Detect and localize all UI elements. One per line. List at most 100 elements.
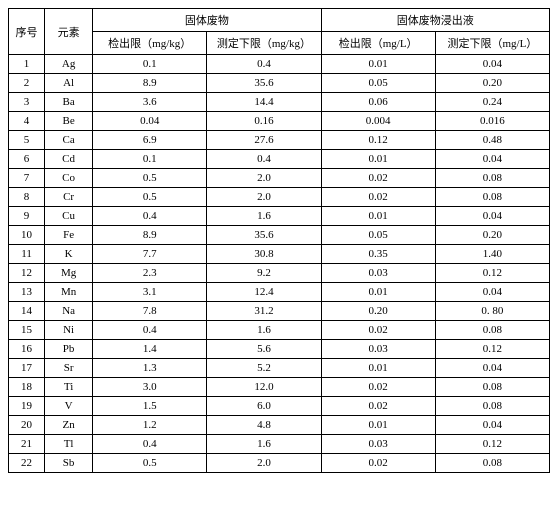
cell-b: 0.16 [207, 112, 321, 131]
cell-a: 0.1 [93, 55, 207, 74]
cell-n: 8 [9, 188, 45, 207]
cell-d: 0.08 [435, 454, 549, 473]
header-low-limit-kg: 测定下限（mg/kg） [207, 32, 321, 55]
cell-a: 0.04 [93, 112, 207, 131]
cell-a: 8.9 [93, 226, 207, 245]
cell-d: 0.20 [435, 74, 549, 93]
cell-b: 30.8 [207, 245, 321, 264]
cell-a: 1.3 [93, 359, 207, 378]
cell-b: 1.6 [207, 321, 321, 340]
cell-el: Ca [45, 131, 93, 150]
table-row: 4Be0.040.160.0040.016 [9, 112, 550, 131]
cell-n: 14 [9, 302, 45, 321]
detection-limits-table: 序号 元素 固体废物 固体废物浸出液 检出限（mg/kg） 测定下限（mg/kg… [8, 8, 550, 473]
cell-n: 20 [9, 416, 45, 435]
header-det-limit-kg: 检出限（mg/kg） [93, 32, 207, 55]
cell-el: Ti [45, 378, 93, 397]
cell-b: 9.2 [207, 264, 321, 283]
cell-d: 0.48 [435, 131, 549, 150]
cell-el: Cr [45, 188, 93, 207]
table-row: 2Al8.935.60.050.20 [9, 74, 550, 93]
cell-d: 0.04 [435, 207, 549, 226]
cell-el: Cu [45, 207, 93, 226]
table-row: 19V1.56.00.020.08 [9, 397, 550, 416]
cell-b: 2.0 [207, 169, 321, 188]
header-element: 元素 [45, 9, 93, 55]
cell-c: 0.02 [321, 378, 435, 397]
cell-n: 16 [9, 340, 45, 359]
cell-b: 14.4 [207, 93, 321, 112]
cell-b: 12.0 [207, 378, 321, 397]
cell-el: Pb [45, 340, 93, 359]
cell-d: 1.40 [435, 245, 549, 264]
cell-b: 5.6 [207, 340, 321, 359]
cell-d: 0.08 [435, 169, 549, 188]
cell-d: 0.016 [435, 112, 549, 131]
cell-c: 0.12 [321, 131, 435, 150]
cell-a: 0.4 [93, 207, 207, 226]
cell-c: 0.03 [321, 340, 435, 359]
table-row: 15Ni0.41.60.020.08 [9, 321, 550, 340]
table-body: 1Ag0.10.40.010.042Al8.935.60.050.203Ba3.… [9, 55, 550, 473]
cell-n: 6 [9, 150, 45, 169]
cell-el: V [45, 397, 93, 416]
cell-d: 0.12 [435, 340, 549, 359]
cell-c: 0.01 [321, 150, 435, 169]
table-row: 9Cu0.41.60.010.04 [9, 207, 550, 226]
cell-a: 1.5 [93, 397, 207, 416]
cell-c: 0.02 [321, 321, 435, 340]
cell-c: 0.01 [321, 55, 435, 74]
cell-el: Ba [45, 93, 93, 112]
cell-b: 35.6 [207, 226, 321, 245]
table-row: 6Cd0.10.40.010.04 [9, 150, 550, 169]
cell-b: 2.0 [207, 188, 321, 207]
cell-el: Na [45, 302, 93, 321]
table-row: 12Mg2.39.20.030.12 [9, 264, 550, 283]
cell-n: 11 [9, 245, 45, 264]
table-row: 20Zn1.24.80.010.04 [9, 416, 550, 435]
cell-d: 0.04 [435, 150, 549, 169]
header-index: 序号 [9, 9, 45, 55]
cell-b: 12.4 [207, 283, 321, 302]
table-row: 11K7.730.80.351.40 [9, 245, 550, 264]
cell-n: 15 [9, 321, 45, 340]
cell-a: 0.1 [93, 150, 207, 169]
cell-b: 27.6 [207, 131, 321, 150]
header-solid-waste: 固体废物 [93, 9, 321, 32]
cell-c: 0.01 [321, 207, 435, 226]
cell-d: 0.12 [435, 435, 549, 454]
cell-el: Be [45, 112, 93, 131]
cell-a: 3.6 [93, 93, 207, 112]
cell-el: Zn [45, 416, 93, 435]
cell-c: 0.35 [321, 245, 435, 264]
cell-el: Mg [45, 264, 93, 283]
cell-d: 0.08 [435, 397, 549, 416]
cell-n: 18 [9, 378, 45, 397]
table-row: 13Mn3.112.40.010.04 [9, 283, 550, 302]
cell-c: 0.01 [321, 359, 435, 378]
table-row: 8Cr0.52.00.020.08 [9, 188, 550, 207]
cell-a: 7.7 [93, 245, 207, 264]
cell-c: 0.05 [321, 74, 435, 93]
table-row: 7Co0.52.00.020.08 [9, 169, 550, 188]
cell-c: 0.02 [321, 454, 435, 473]
table-row: 3Ba3.614.40.060.24 [9, 93, 550, 112]
cell-n: 2 [9, 74, 45, 93]
cell-el: Al [45, 74, 93, 93]
cell-el: Tl [45, 435, 93, 454]
cell-a: 1.2 [93, 416, 207, 435]
cell-c: 0.20 [321, 302, 435, 321]
cell-el: Co [45, 169, 93, 188]
cell-b: 5.2 [207, 359, 321, 378]
cell-el: Cd [45, 150, 93, 169]
cell-a: 0.5 [93, 169, 207, 188]
cell-b: 4.8 [207, 416, 321, 435]
table-row: 5Ca6.927.60.120.48 [9, 131, 550, 150]
cell-c: 0.05 [321, 226, 435, 245]
cell-d: 0.04 [435, 359, 549, 378]
cell-c: 0.004 [321, 112, 435, 131]
cell-c: 0.02 [321, 188, 435, 207]
cell-d: 0. 80 [435, 302, 549, 321]
cell-d: 0.12 [435, 264, 549, 283]
cell-d: 0.08 [435, 188, 549, 207]
